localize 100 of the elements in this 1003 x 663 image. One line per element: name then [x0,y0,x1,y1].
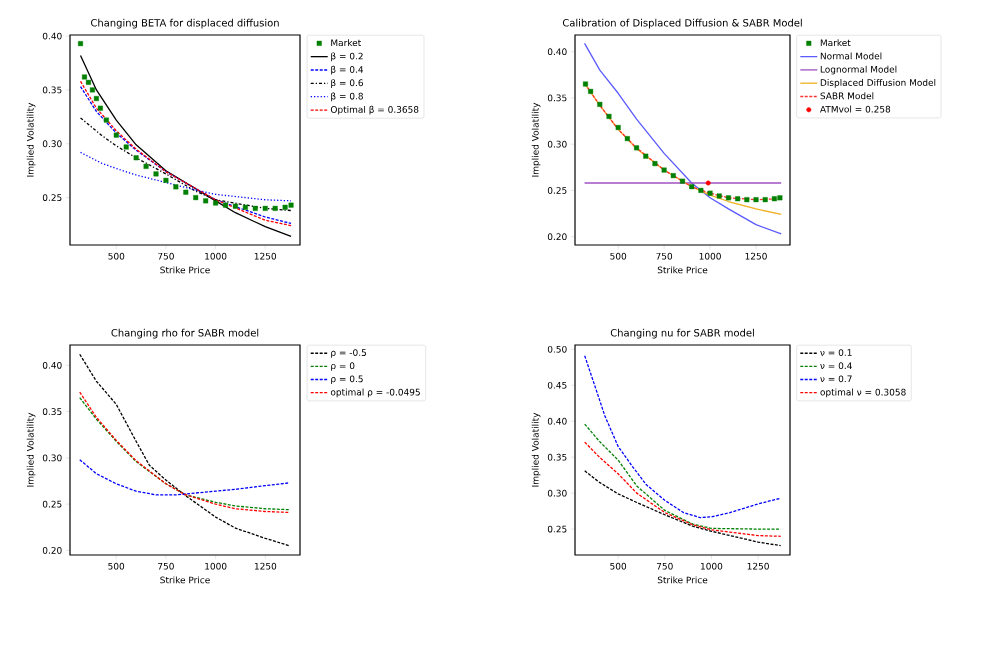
x-tick-label: 750 [158,252,174,260]
line-series [584,355,782,519]
line-series [79,353,291,547]
legend-label: optimal ν = 0.3058 [820,388,906,398]
y-tick-label: 0.50 [547,345,567,353]
legend-label: SABR Model [820,92,874,100]
x-tick-label: 500 [108,252,125,260]
point [153,171,159,177]
y-tick-label: 0.35 [547,453,567,461]
x-tick-label: 750 [158,562,174,570]
y-tick-label: 0.40 [42,361,62,369]
y-tick-label: 0.35 [42,86,62,94]
line-series [584,441,782,537]
line-series [584,423,782,530]
point [670,173,676,179]
y-tick-label: 0.25 [547,525,567,533]
point [143,163,149,169]
point [262,205,268,211]
point [272,205,278,211]
legend-label: ρ = 0 [331,362,355,371]
legend-label: β = 0.4 [331,65,364,75]
legend-label: β = 0.2 [331,52,363,62]
x-tick-label: 1000 [699,252,721,260]
y-tick-label: 0.30 [42,140,62,148]
point [223,202,229,208]
x-axis-title: Strike Price [657,576,708,584]
point [698,187,704,193]
point [242,204,248,210]
point [582,81,588,87]
y-tick-label: 0.25 [547,187,567,194]
point [183,189,189,195]
x-tick-label: 750 [656,252,673,260]
chart-title: Changing rho for SABR model [111,328,259,339]
x-tick-label: 500 [610,252,627,260]
y-tick-label: 0.45 [547,381,567,389]
point [634,145,640,151]
point [588,88,594,94]
x-tick-label: 1000 [701,562,723,570]
point [597,101,603,107]
point [753,197,759,203]
y-tick-label: 0.30 [42,454,62,462]
point [97,105,103,111]
point [252,205,258,211]
point [771,196,777,202]
legend-label: β = 0.8 [331,92,363,102]
legend-label: optimal ρ = -0.0495 [330,388,420,398]
point [85,79,91,85]
legend-label: Market [331,39,361,47]
chart-title: Calibration of Displaced Diffusion & SABR Model [562,18,802,29]
x-axis-title: Strike Price [160,576,210,584]
point [777,195,783,201]
point [232,203,238,209]
x-tick-label: 1250 [747,562,769,570]
legend-label: Lognormal Model [820,65,897,75]
point [123,144,129,150]
point [643,153,649,159]
y-axis-title: Implied Volatility [26,412,36,487]
legend-label: ν = 0.4 [820,362,852,370]
y-axis-title: Implied Volatility [531,102,541,177]
x-tick-label: 750 [656,562,673,570]
point [133,155,139,161]
point [725,195,731,201]
legend-label: β = 0.6 [331,79,364,88]
y-tick-label: 0.20 [42,546,62,554]
y-axis-title: Implied Volatility [26,102,36,177]
point [288,202,294,208]
y-tick-label: 0.35 [42,408,62,415]
point [113,132,119,138]
x-tick-label: 1250 [254,562,277,570]
x-axis-title: Strike Price [160,266,210,274]
legend-label: Normal Model [820,52,882,60]
point [173,184,179,190]
y-tick-label: 0.30 [547,489,567,497]
point [203,198,209,204]
point [705,180,711,186]
point [93,96,99,102]
legend-label: ATMvol = 0.258 [820,105,891,113]
legend-label: ρ = -0.5 [331,349,366,358]
point [606,113,612,119]
point [82,74,87,80]
x-tick-label: 1250 [254,252,277,260]
chart-title: Changing nu for SABR model [610,328,754,339]
point [163,177,169,183]
point [744,197,750,203]
point [661,167,667,173]
x-tick-label: 1250 [745,252,767,260]
y-axis-title: Implied Volatility [531,412,541,487]
chart-title: Changing BETA for displaced diffusion [91,18,279,29]
legend-label: ρ = 0.5 [331,375,363,384]
point [615,125,621,130]
point [193,195,199,201]
point [213,200,219,206]
point [652,161,658,167]
line-series [79,459,291,496]
point [282,204,288,210]
x-tick-label: 500 [108,562,125,570]
point [78,41,84,47]
legend-label: Displaced Diffusion Model [820,79,936,88]
line-series [583,42,782,235]
point [89,87,95,93]
